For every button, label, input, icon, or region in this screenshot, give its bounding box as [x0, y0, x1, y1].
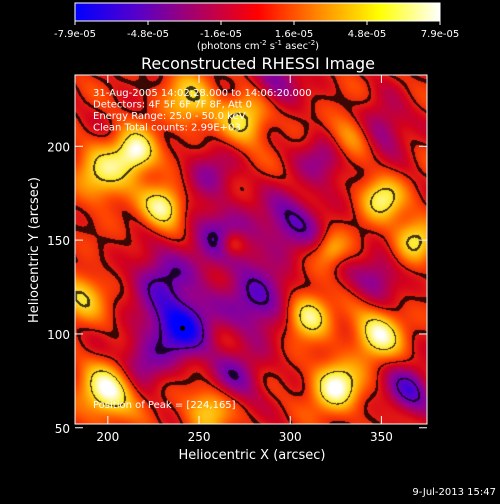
render-date-stamp: 9-Jul-2013 15:47 — [412, 487, 496, 498]
x-tick-label: 200 — [96, 430, 119, 444]
y-axis-ticks: 50 100 150 200 — [47, 140, 427, 436]
plot-frame — [74, 74, 428, 425]
colorbar-tick-label: -7.9e-05 — [54, 29, 96, 40]
colorbar-tick-label: -4.8e-05 — [127, 29, 169, 40]
annotation-line: 31-Aug-2005 14:02:28.000 to 14:06:20.000 — [93, 88, 312, 99]
colorbar-gradient — [74, 2, 441, 22]
annotation-line: Detectors: 4F 5F 6F 7F 8F, Att 0 — [93, 100, 252, 111]
colorbar-ticks: -7.9e-05 -4.8e-05 -1.6e-05 1.6e-05 4.8e-05 7.… — [54, 21, 459, 40]
x-tick-label: 350 — [370, 430, 393, 444]
y-tick-label: 150 — [47, 234, 70, 248]
peak-marker — [180, 325, 186, 331]
colorbar-tick-label: 4.8e-05 — [348, 29, 386, 40]
y-tick-label: 100 — [47, 328, 70, 342]
x-tick-label: 250 — [188, 430, 211, 444]
heatmap-plot-area — [74, 74, 428, 425]
colorbar-units-part: (photons cm — [197, 41, 260, 52]
x-tick-label: 300 — [279, 430, 302, 444]
colorbar-units-part: -2 — [260, 39, 267, 47]
colorbar-tick-label: -1.6e-05 — [200, 29, 242, 40]
peak-position-label: Position of Peak = [224,165] — [93, 400, 236, 411]
colorbar-units-part: -1 — [275, 39, 282, 47]
heatmap-image — [75, 75, 427, 424]
colorbar-units-part: ) — [315, 41, 319, 52]
chart-title: Reconstructed RHESSI Image — [141, 54, 375, 73]
x-axis-title: Heliocentric X (arcsec) — [179, 448, 326, 463]
y-tick-label: 200 — [47, 140, 70, 154]
annotation-line: Clean Total counts: 2.99E+03 — [93, 123, 241, 134]
y-tick-label: 50 — [55, 422, 70, 436]
colorbar-units-part: -2 — [308, 39, 315, 47]
annotation-block: 31-Aug-2005 14:02:28.000 to 14:06:20.000… — [93, 88, 312, 134]
colorbar-units-part: asec — [282, 41, 308, 52]
colorbar-tick-label: 7.9e-05 — [421, 29, 459, 40]
x-axis-ticks: 200 250 300 350 — [96, 75, 393, 444]
annotation-line: Energy Range: 25.0 - 50.0 keV — [93, 111, 246, 122]
colorbar: -7.9e-05 -4.8e-05 -1.6e-05 1.6e-05 4.8e-05 7.… — [54, 2, 459, 52]
colorbar-units-part: s — [267, 41, 275, 52]
y-axis-title: Heliocentric Y (arcsec) — [27, 177, 42, 323]
colorbar-tick-label: 1.6e-05 — [275, 29, 313, 40]
colorbar-units-label: (photons cm-2 s-1 asec-2) — [197, 39, 319, 52]
